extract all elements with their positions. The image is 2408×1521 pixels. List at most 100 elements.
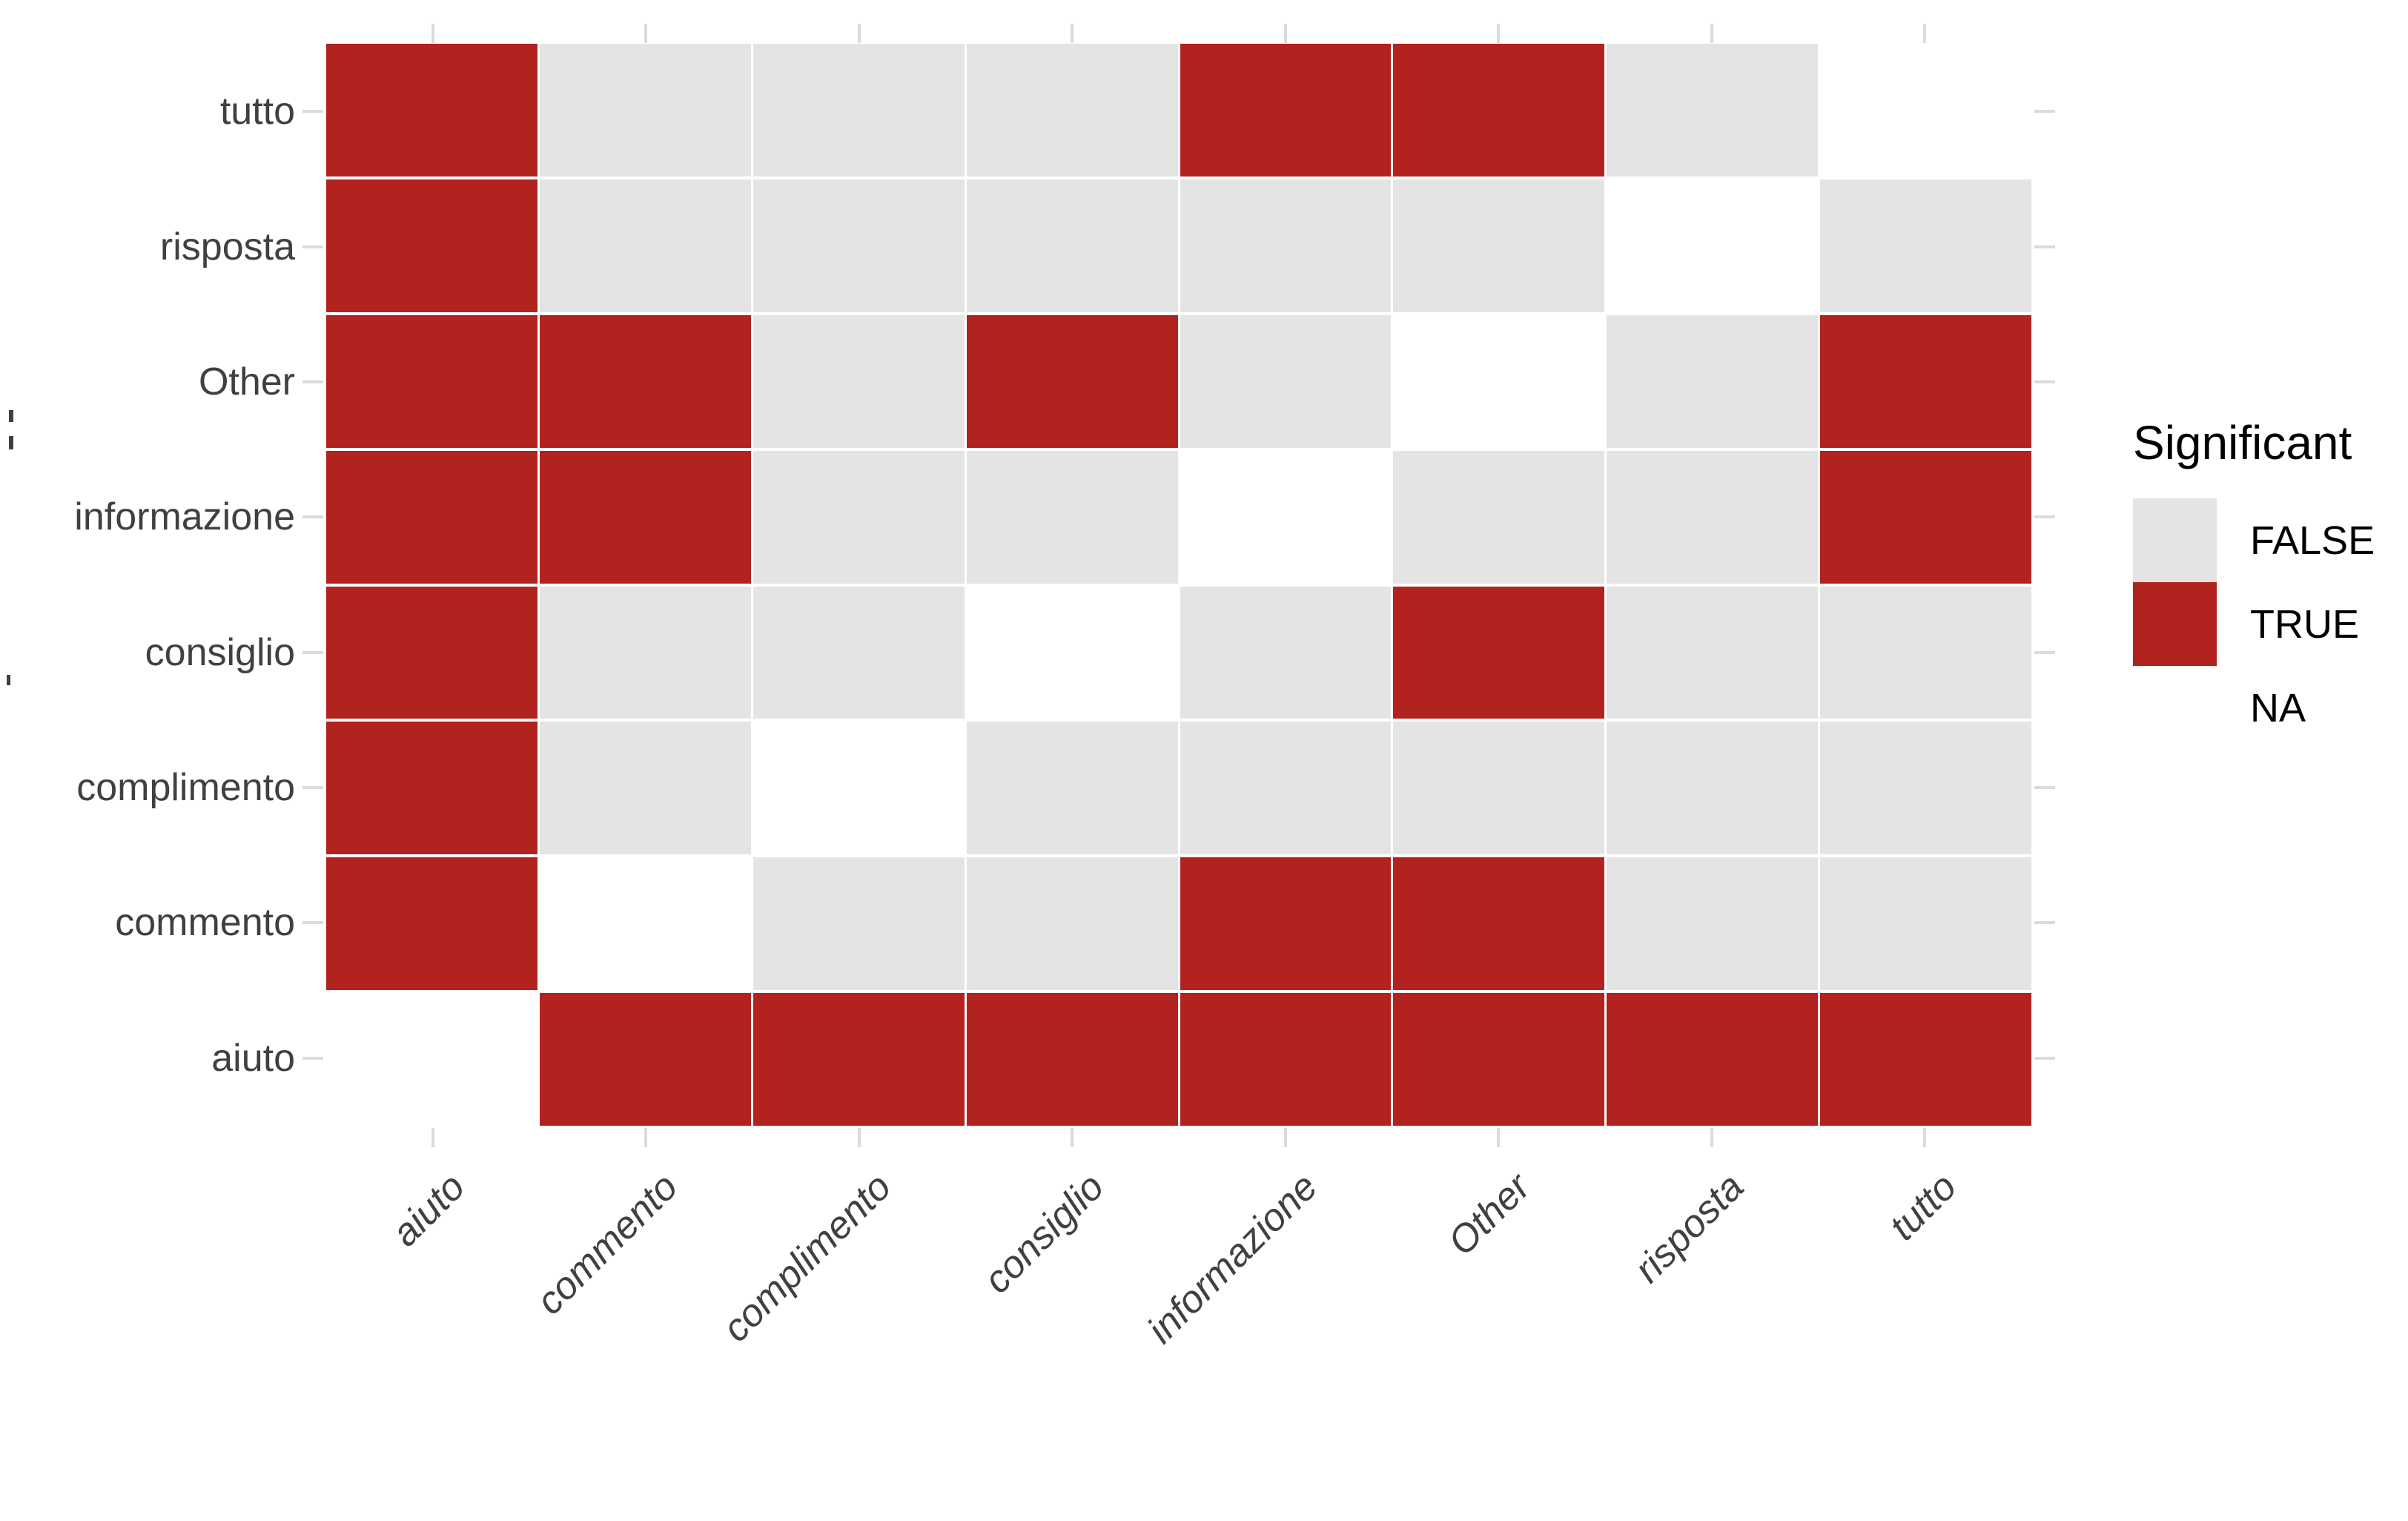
legend-key-NA: NA [2133, 666, 2407, 750]
x-tick-top [644, 24, 648, 43]
heatmap-cell-aiuto-informazione [1180, 993, 1392, 1126]
heatmap-cell-tutto-commento [539, 44, 751, 176]
legend-title: Significant [2133, 416, 2352, 469]
heatmap-cell-informazione-aiuto [326, 450, 538, 584]
heatmap-cell-Other-informazione [1180, 314, 1392, 448]
heatmap-cell-consiglio-tutto [1820, 586, 2031, 719]
x-axis-label-risposta: risposta [1626, 1165, 1753, 1292]
heatmap-cell-tutto-informazione [1180, 44, 1392, 176]
clipped-axis-title-fragment [9, 436, 13, 449]
heatmap-cell-commento-risposta [1607, 857, 1819, 991]
y-axis-label-risposta: risposta [159, 225, 295, 268]
heatmap-cell-consiglio-aiuto [326, 586, 538, 719]
heatmap-cell-consiglio-informazione [1180, 586, 1392, 719]
heatmap-cell-Other-consiglio [966, 314, 1178, 448]
heatmap-cell-aiuto-aiuto [326, 993, 538, 1126]
heatmap-cell-complimento-aiuto [326, 722, 538, 855]
clipped-axis-title-fragment [9, 410, 13, 422]
heatmap-cell-risposta-consiglio [966, 179, 1178, 312]
x-tick-top [431, 24, 434, 43]
heatmap-cell-commento-tutto [1820, 857, 2031, 991]
heatmap-cell-commento-aiuto [326, 857, 538, 991]
heatmap-cell-commento-complimento [752, 857, 965, 991]
heatmap-cell-consiglio-commento [539, 586, 751, 719]
legend-key-FALSE: FALSE [2133, 498, 2407, 582]
x-tick-top [1071, 24, 1074, 43]
heatmap-cell-consiglio-Other [1393, 586, 1605, 719]
heatmap-cell-complimento-Other [1393, 722, 1605, 855]
legend: Significant FALSE TRUE NA [2133, 415, 2407, 750]
x-axis-label-consiglio: consiglio [976, 1165, 1113, 1302]
heatmap-cell-risposta-Other [1393, 179, 1605, 312]
heatmap-cell-commento-consiglio [966, 857, 1178, 991]
heatmap-cell-complimento-complimento [752, 722, 965, 855]
clipped-axis-title-fragment [7, 675, 10, 685]
y-tick-left [302, 245, 323, 248]
y-axis-label-consiglio: consiglio [145, 630, 295, 674]
y-tick-left [302, 515, 323, 519]
heatmap-cell-tutto-aiuto [326, 44, 538, 176]
heatmap-cell-Other-commento [539, 314, 751, 448]
y-axis-label-complimento: complimento [76, 766, 295, 810]
heatmap-cell-commento-commento [539, 857, 751, 991]
heatmap-cell-Other-complimento [752, 314, 965, 448]
heatmap-cell-risposta-tutto [1820, 179, 2031, 312]
y-tick-right [2034, 515, 2055, 519]
y-tick-right [2034, 921, 2055, 925]
heatmap-cell-complimento-commento [539, 722, 751, 855]
x-axis-label-complimento: complimento [714, 1165, 900, 1350]
y-tick-right [2034, 380, 2055, 383]
y-axis-label-informazione: informazione [74, 495, 295, 539]
y-tick-left [302, 1056, 323, 1060]
y-axis-label-commento: commento [115, 901, 295, 945]
y-tick-right [2034, 650, 2055, 654]
y-tick-right [2034, 1056, 2055, 1060]
heatmap-cell-risposta-complimento [752, 179, 965, 312]
heatmap-cell-informazione-complimento [752, 450, 965, 584]
heatmap-cell-risposta-aiuto [326, 179, 538, 312]
heatmap-cell-Other-aiuto [326, 314, 538, 448]
heatmap-cell-tutto-risposta [1607, 44, 1819, 176]
x-tick-bottom [1923, 1128, 1927, 1147]
heatmap-cell-informazione-Other [1393, 450, 1605, 584]
x-tick-bottom [1071, 1128, 1074, 1147]
heatmap-cell-risposta-risposta [1607, 179, 1819, 312]
heatmap-cell-complimento-risposta [1607, 722, 1819, 855]
y-tick-left [302, 786, 323, 790]
y-tick-left [302, 380, 323, 383]
heatmap-cell-informazione-commento [539, 450, 751, 584]
legend-label-NA: NA [2250, 685, 2306, 730]
y-tick-left [302, 110, 323, 113]
x-tick-bottom [644, 1128, 648, 1147]
x-tick-top [1283, 24, 1287, 43]
legend-swatch-FALSE [2133, 498, 2217, 582]
heatmap-cell-tutto-Other [1393, 44, 1605, 176]
legend-keys: FALSE TRUE NA [2133, 498, 2407, 750]
y-tick-left [302, 921, 323, 925]
x-tick-top [1710, 24, 1713, 43]
y-tick-right [2034, 786, 2055, 790]
y-axis-label-aiuto: aiuto [211, 1036, 295, 1080]
heatmap-grid [326, 44, 2031, 1126]
x-tick-bottom [1497, 1128, 1501, 1147]
heatmap-cell-aiuto-commento [539, 993, 751, 1126]
heatmap-cell-commento-Other [1393, 857, 1605, 991]
heatmap-cell-informazione-consiglio [966, 450, 1178, 584]
heatmap-cell-Other-Other [1393, 314, 1605, 448]
y-tick-left [302, 650, 323, 654]
heatmap-cell-informazione-tutto [1820, 450, 2031, 584]
heatmap-cell-tutto-tutto [1820, 44, 2031, 176]
x-tick-top [857, 24, 861, 43]
y-tick-right [2034, 245, 2055, 248]
heatmap-cell-risposta-informazione [1180, 179, 1392, 312]
x-tick-bottom [431, 1128, 434, 1147]
legend-swatch-TRUE [2133, 582, 2217, 666]
x-axis-label-commento: commento [528, 1165, 687, 1323]
heatmap-cell-complimento-informazione [1180, 722, 1392, 855]
heatmap-cell-consiglio-risposta [1607, 586, 1819, 719]
heatmap-cell-aiuto-complimento [752, 993, 965, 1126]
heatmap-cell-aiuto-tutto [1820, 993, 2031, 1126]
legend-label-TRUE: TRUE [2250, 601, 2359, 647]
heatmap-cell-tutto-consiglio [966, 44, 1178, 176]
x-axis-label-Other: Other [1440, 1165, 1539, 1264]
